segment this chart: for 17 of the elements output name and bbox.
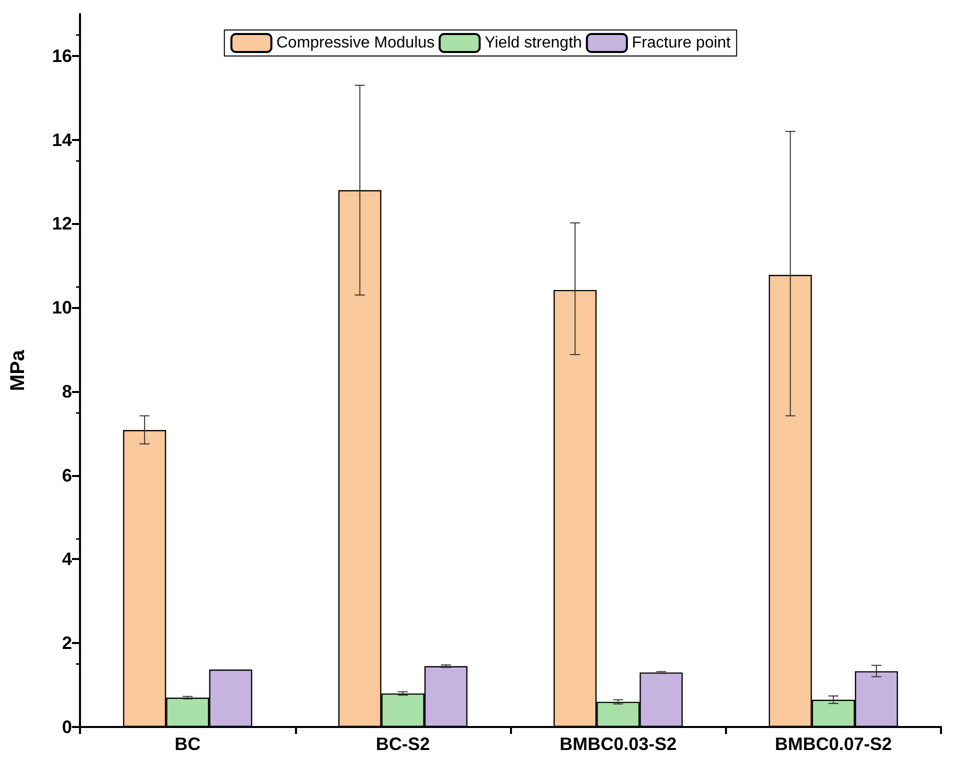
legend-label: Fracture point	[632, 34, 732, 52]
legend-label: Yield strength	[484, 34, 582, 52]
x-tick-label: BC-S2	[376, 734, 430, 754]
y-tick-label: 2	[62, 633, 72, 654]
x-tick-label: BC	[174, 734, 201, 754]
x-tick-label: BMBC0.03-S2	[560, 734, 677, 754]
y-tick-label: 0	[62, 717, 72, 737]
y-axis-title: MPa	[7, 349, 29, 392]
y-tick-label: 10	[52, 298, 72, 318]
legend-label: Compressive Modulus	[276, 34, 435, 52]
y-tick-label: 14	[52, 130, 72, 150]
x-tick-label: BMBC0.07-S2	[774, 734, 892, 754]
y-tick-label: 16	[52, 46, 72, 66]
y-tick-label: 4	[62, 549, 72, 570]
y-tick-label: 6	[62, 465, 72, 486]
y-tick-label: 12	[52, 214, 72, 234]
y-tick-label: 8	[62, 381, 72, 402]
